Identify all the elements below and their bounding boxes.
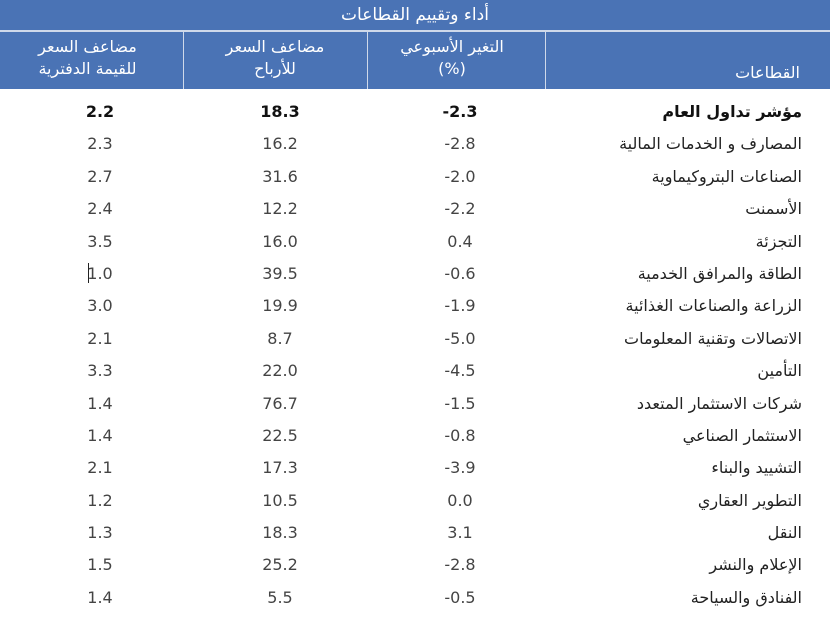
- pb-cell: 2.4: [87, 199, 113, 219]
- pb-cell: 1.4: [87, 587, 113, 607]
- table-row: التأمين -4.5 22.0 3.3: [0, 356, 830, 388]
- pb-cell: 2.1: [87, 328, 113, 348]
- table-row: الاتصالات وتقنية المعلومات -5.0 8.7 2.1: [0, 324, 830, 356]
- text-cursor: [88, 262, 89, 283]
- weekly-change-cell: -1.5: [444, 393, 476, 413]
- pe-cell: 22.0: [262, 361, 298, 381]
- sector-cell: التجزئة: [755, 231, 802, 251]
- sector-cell: التطوير العقاري: [697, 490, 802, 510]
- weekly-change-cell: -0.5: [444, 587, 476, 607]
- table-row: شركات الاستثمار المتعدد -1.5 76.7 1.4: [0, 389, 830, 421]
- sector-cell: التأمين: [757, 361, 802, 381]
- sector-cell: مؤشر تداول العام: [662, 102, 802, 121]
- table-row: التشييد والبناء -3.9 17.3 2.1: [0, 453, 830, 485]
- pe-cell: 10.5: [262, 490, 298, 510]
- sector-cell: المصارف و الخدمات المالية: [619, 134, 802, 154]
- pe-cell: 22.5: [262, 425, 298, 445]
- weekly-change-cell: -2.8: [444, 555, 476, 575]
- sector-cell: الاتصالات وتقنية المعلومات: [624, 328, 802, 348]
- sector-cell: الاستثمار الصناعي: [682, 425, 802, 445]
- pb-cell: 1.4: [87, 425, 113, 445]
- pb-cell: 2.1: [87, 458, 113, 478]
- pe-cell: 17.3: [262, 458, 298, 478]
- sector-cell: الفنادق والسياحة: [690, 587, 802, 607]
- pb-cell: 1.0: [87, 263, 113, 283]
- weekly-change-cell: -5.0: [444, 328, 476, 348]
- pe-cell: 16.2: [262, 134, 298, 154]
- pb-cell: 2.3: [87, 134, 113, 154]
- sector-cell: شركات الاستثمار المتعدد: [636, 393, 802, 413]
- sector-cell: الزراعة والصناعات الغذائية: [625, 296, 802, 316]
- pe-cell: 18.3: [260, 102, 300, 121]
- sector-cell: الإعلام والنشر: [709, 555, 802, 575]
- sector-cell: الطاقة والمرافق الخدمية: [637, 263, 802, 283]
- pb-cell: 1.2: [87, 490, 113, 510]
- sector-cell: الصناعات البتروكيماوية: [651, 166, 802, 186]
- header-divider: [367, 32, 368, 89]
- header-divider: [545, 32, 546, 89]
- pe-cell: 5.5: [267, 587, 293, 607]
- weekly-change-cell: -0.6: [444, 263, 476, 283]
- pb-cell: 1.3: [87, 523, 113, 543]
- pe-cell: 25.2: [262, 555, 298, 575]
- table-row: مؤشر تداول العام -2.3 18.3 2.2: [0, 97, 830, 129]
- table-body: مؤشر تداول العام -2.3 18.3 2.2 المصارف و الخ…: [0, 97, 830, 615]
- table-row: الإعلام والنشر -2.8 25.2 1.5: [0, 550, 830, 582]
- weekly-change-cell: 0.4: [447, 231, 473, 251]
- header-weekly-change: التغير الأسبوعي (%): [400, 37, 504, 78]
- weekly-change-cell: -3.9: [444, 458, 476, 478]
- pb-cell: 3.0: [87, 296, 113, 316]
- table-row: الزراعة والصناعات الغذائية -1.9 19.9 3.0: [0, 291, 830, 323]
- pe-cell: 12.2: [262, 199, 298, 219]
- header-pe: مضاعف السعر للأرباح: [225, 37, 325, 78]
- table-row: الطاقة والمرافق الخدمية -0.6 39.5 1.0: [0, 259, 830, 291]
- weekly-change-cell: -2.3: [442, 102, 478, 121]
- pb-cell: 1.4: [87, 393, 113, 413]
- table-row: الصناعات البتروكيماوية -2.0 31.6 2.7: [0, 162, 830, 194]
- pe-cell: 18.3: [262, 523, 298, 543]
- pb-cell: 3.5: [87, 231, 113, 251]
- table-row: الفنادق والسياحة -0.5 5.5 1.4: [0, 583, 830, 615]
- table-row: التجزئة 0.4 16.0 3.5: [0, 227, 830, 259]
- header-pb: مضاعف السعر للقيمة الدفترية: [38, 37, 137, 78]
- pe-cell: 19.9: [262, 296, 298, 316]
- weekly-change-cell: 3.1: [447, 523, 473, 543]
- sector-cell: الأسمنت: [745, 199, 802, 219]
- table-title: أداء وتقييم القطاعات: [0, 0, 830, 32]
- header-sector: القطاعات: [735, 63, 800, 82]
- table-header: مضاعف السعر للقيمة الدفترية مضاعف السعر …: [0, 32, 830, 89]
- pb-cell: 1.5: [87, 555, 113, 575]
- weekly-change-cell: -0.8: [444, 425, 476, 445]
- pe-cell: 8.7: [267, 328, 293, 348]
- table-row: النقل 3.1 18.3 1.3: [0, 518, 830, 550]
- table-row: المصارف و الخدمات المالية -2.8 16.2 2.3: [0, 129, 830, 161]
- pb-cell: 2.7: [87, 166, 113, 186]
- weekly-change-cell: 0.0: [447, 490, 473, 510]
- weekly-change-cell: -2.0: [444, 166, 476, 186]
- table-row: الأسمنت -2.2 12.2 2.4: [0, 194, 830, 226]
- pe-cell: 16.0: [262, 231, 298, 251]
- pe-cell: 39.5: [262, 263, 298, 283]
- table-row: الاستثمار الصناعي -0.8 22.5 1.4: [0, 421, 830, 453]
- header-divider: [183, 32, 184, 89]
- weekly-change-cell: -2.2: [444, 199, 476, 219]
- sector-cell: النقل: [767, 523, 802, 543]
- sector-cell: التشييد والبناء: [711, 458, 802, 478]
- pe-cell: 76.7: [262, 393, 298, 413]
- weekly-change-cell: -1.9: [444, 296, 476, 316]
- weekly-change-cell: -2.8: [444, 134, 476, 154]
- table-row: التطوير العقاري 0.0 10.5 1.2: [0, 486, 830, 518]
- pb-cell: 2.2: [85, 102, 115, 121]
- pe-cell: 31.6: [262, 166, 298, 186]
- pb-cell: 3.3: [87, 361, 113, 381]
- weekly-change-cell: -4.5: [444, 361, 476, 381]
